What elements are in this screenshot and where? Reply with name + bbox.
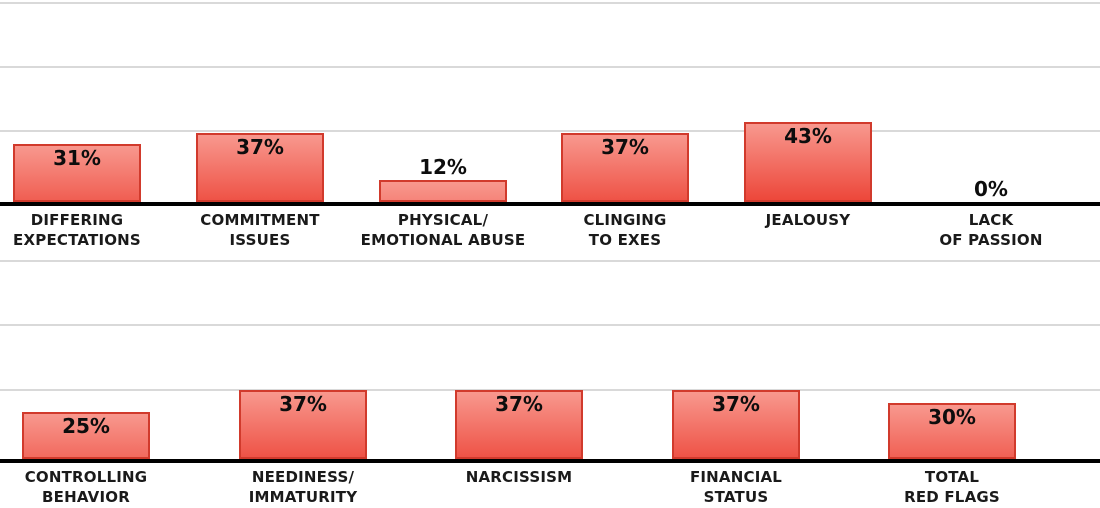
- value-label-jealousy: 43%: [784, 124, 832, 148]
- category-label-total-red-flags: TOTAL RED FLAGS: [904, 468, 1000, 506]
- bar-differing-expectations: [13, 144, 141, 202]
- bar-controlling-behavior: [22, 412, 150, 459]
- category-label-clinging-to-exes: CLINGING TO EXES: [583, 211, 667, 249]
- category-label-differing-expectations: DIFFERING EXPECTATIONS: [13, 211, 141, 249]
- category-label-controlling-behavior: CONTROLLING BEHAVIOR: [24, 468, 148, 506]
- bar-neediness-immaturity: [239, 390, 367, 459]
- value-label-controlling-behavior: 25%: [62, 414, 110, 438]
- gridline: [0, 2, 1100, 4]
- value-label-clinging-to-exes: 37%: [601, 135, 649, 159]
- bar-commitment-issues: [196, 133, 324, 202]
- value-label-commitment-issues: 37%: [236, 135, 284, 159]
- category-label-narcissism: NARCISSISM: [465, 468, 573, 486]
- bar-financial-status: [672, 390, 800, 459]
- gridline: [0, 324, 1100, 326]
- value-label-narcissism: 37%: [495, 392, 543, 416]
- x-axis-baseline: [0, 202, 1100, 206]
- x-axis-baseline: [0, 459, 1100, 463]
- gridline: [0, 130, 1100, 132]
- category-label-neediness-immaturity: NEEDINESS/ IMMATURITY: [248, 468, 358, 506]
- chart-row-bottom: 25% CONTROLLING BEHAVIOR 37% NEEDINESS/ IMM…: [0, 258, 1100, 508]
- value-label-financial-status: 37%: [712, 392, 760, 416]
- category-label-physical-emotional-abuse: PHYSICAL/ EMOTIONAL ABUSE: [360, 211, 526, 249]
- bar-narcissism: [455, 390, 583, 459]
- category-label-commitment-issues: COMMITMENT ISSUES: [200, 211, 320, 249]
- value-label-neediness-immaturity: 37%: [279, 392, 327, 416]
- chart-row-top: 31% DIFFERING EXPECTATIONS 37% COMMITMENT I…: [0, 2, 1100, 249]
- gridline: [0, 66, 1100, 68]
- value-label-lack-of-passion: 0%: [974, 177, 1008, 201]
- bar-jealousy: [744, 122, 872, 202]
- category-label-financial-status: FINANCIAL STATUS: [689, 468, 783, 506]
- category-label-jealousy: JEALOUSY: [765, 211, 851, 229]
- gridline: [0, 260, 1100, 262]
- value-label-physical-emotional-abuse: 12%: [419, 155, 467, 179]
- bar-total-red-flags: [888, 403, 1016, 459]
- bar-clinging-to-exes: [561, 133, 689, 202]
- bar-physical-emotional-abuse: [379, 180, 507, 202]
- value-label-differing-expectations: 31%: [53, 146, 101, 170]
- category-label-lack-of-passion: LACK OF PASSION: [939, 211, 1043, 249]
- value-label-total-red-flags: 30%: [928, 405, 976, 429]
